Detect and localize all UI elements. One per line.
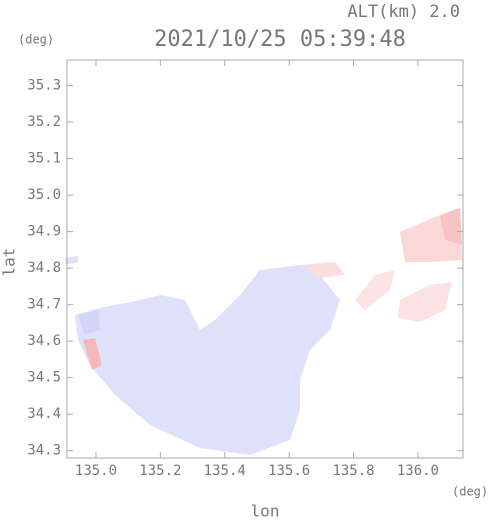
chart-title: 2021/10/25 05:39:48 (154, 27, 406, 52)
y-unit: (deg) (18, 33, 54, 47)
y-tick-label: 34.4 (27, 406, 61, 422)
y-tick-label: 34.6 (27, 333, 61, 349)
y-tick-label: 34.7 (27, 297, 61, 313)
y-tick-label: 35.0 (27, 187, 61, 203)
plot-frame (66, 59, 464, 459)
x-unit: (deg) (452, 485, 488, 499)
x-tick-label: 135.8 (332, 463, 374, 479)
x-tick-label: 135.6 (268, 463, 310, 479)
y-tick-label: 34.3 (27, 443, 61, 459)
y-tick-label: 34.8 (27, 260, 61, 276)
y-tick-label: 35.1 (27, 151, 61, 167)
x-tick-label: 135.0 (75, 463, 117, 479)
y-tick-label: 34.5 (27, 370, 61, 386)
x-axis-label: lon (251, 502, 280, 521)
y-axis-label: lat (0, 248, 19, 277)
x-tick-label: 135.2 (139, 463, 181, 479)
y-tick-label: 34.9 (27, 224, 61, 240)
x-tick-label: 136.0 (397, 463, 439, 479)
y-tick-label: 35.3 (27, 78, 61, 94)
x-tick-label: 135.4 (204, 463, 246, 479)
radar-field (65, 208, 462, 455)
y-tick-label: 35.2 (27, 114, 61, 130)
altitude-label: ALT(km) 2.0 (347, 2, 460, 22)
